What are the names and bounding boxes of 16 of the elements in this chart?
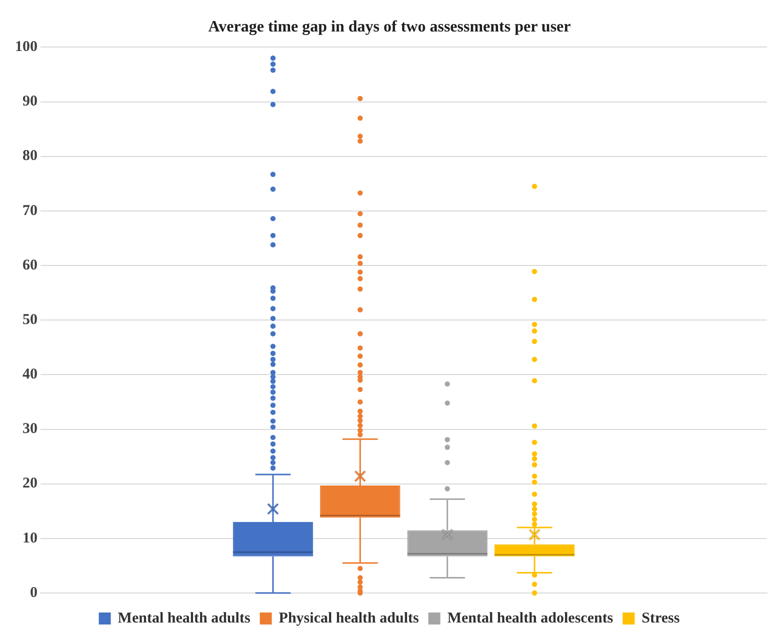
y-tick-label: 60 (22, 257, 38, 274)
legend-label: Mental health adults (118, 610, 250, 626)
chart-title: Average time gap in days of two assessments per user (208, 18, 571, 36)
legend-label: Mental health adolescents (447, 610, 614, 626)
y-tick-label: 80 (22, 148, 38, 164)
y-tick-label: 90 (22, 94, 38, 110)
y-tick-label: 20 (22, 476, 38, 492)
y-tick-label: 10 (22, 530, 38, 546)
y-tick-label: 0 (30, 584, 38, 601)
y-tick-label: 30 (22, 421, 38, 438)
y-tick-label: 100 (15, 39, 38, 56)
legend-label: Physical health adults (278, 610, 419, 626)
y-tick-label: 70 (22, 202, 38, 219)
y-tick-label: 40 (22, 366, 38, 383)
y-tick-label: 50 (22, 312, 38, 328)
legend-label: Stress (642, 610, 680, 626)
